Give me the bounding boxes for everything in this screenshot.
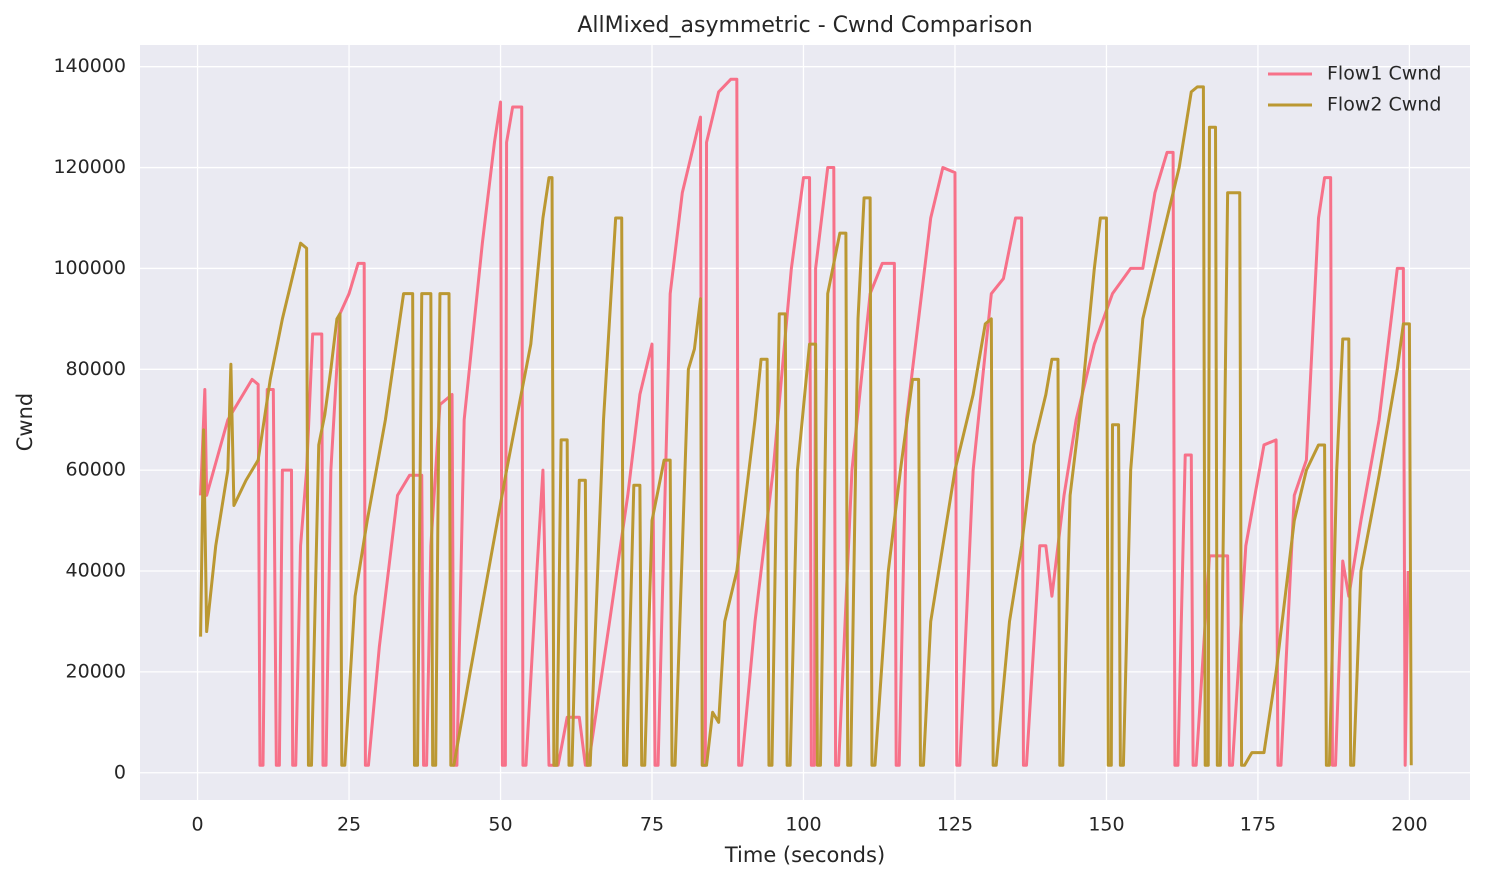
y-tick-label: 40000 [66,560,126,582]
x-tick-label: 175 [1240,814,1276,836]
x-tick-label: 125 [937,814,973,836]
y-axis-label: Cwnd [13,393,37,451]
x-tick-label: 100 [785,814,821,836]
y-tick-label: 100000 [53,257,126,279]
x-tick-label: 75 [640,814,664,836]
y-tick-label: 140000 [53,55,126,77]
y-tick-label: 20000 [66,660,126,682]
y-tick-label: 0 [114,761,126,783]
x-tick-label: 50 [488,814,512,836]
x-tick-label: 25 [337,814,361,836]
x-axis-label: Time (seconds) [724,843,885,867]
line [199,77,1410,767]
legend-label: Flow1 Cwnd [1327,63,1441,85]
plot-area [140,45,1470,800]
x-tick-label: 200 [1391,814,1427,836]
legend-label: Flow2 Cwnd [1327,94,1441,116]
line [199,85,1413,767]
y-tick-label: 120000 [53,156,126,178]
y-tick-label: 80000 [66,358,126,380]
x-tick-label: 150 [1088,814,1124,836]
x-tick-label: 0 [192,814,204,836]
chart-title: AllMixed_asymmetric - Cwnd Comparison [577,13,1032,38]
y-tick-label: 60000 [66,459,126,481]
